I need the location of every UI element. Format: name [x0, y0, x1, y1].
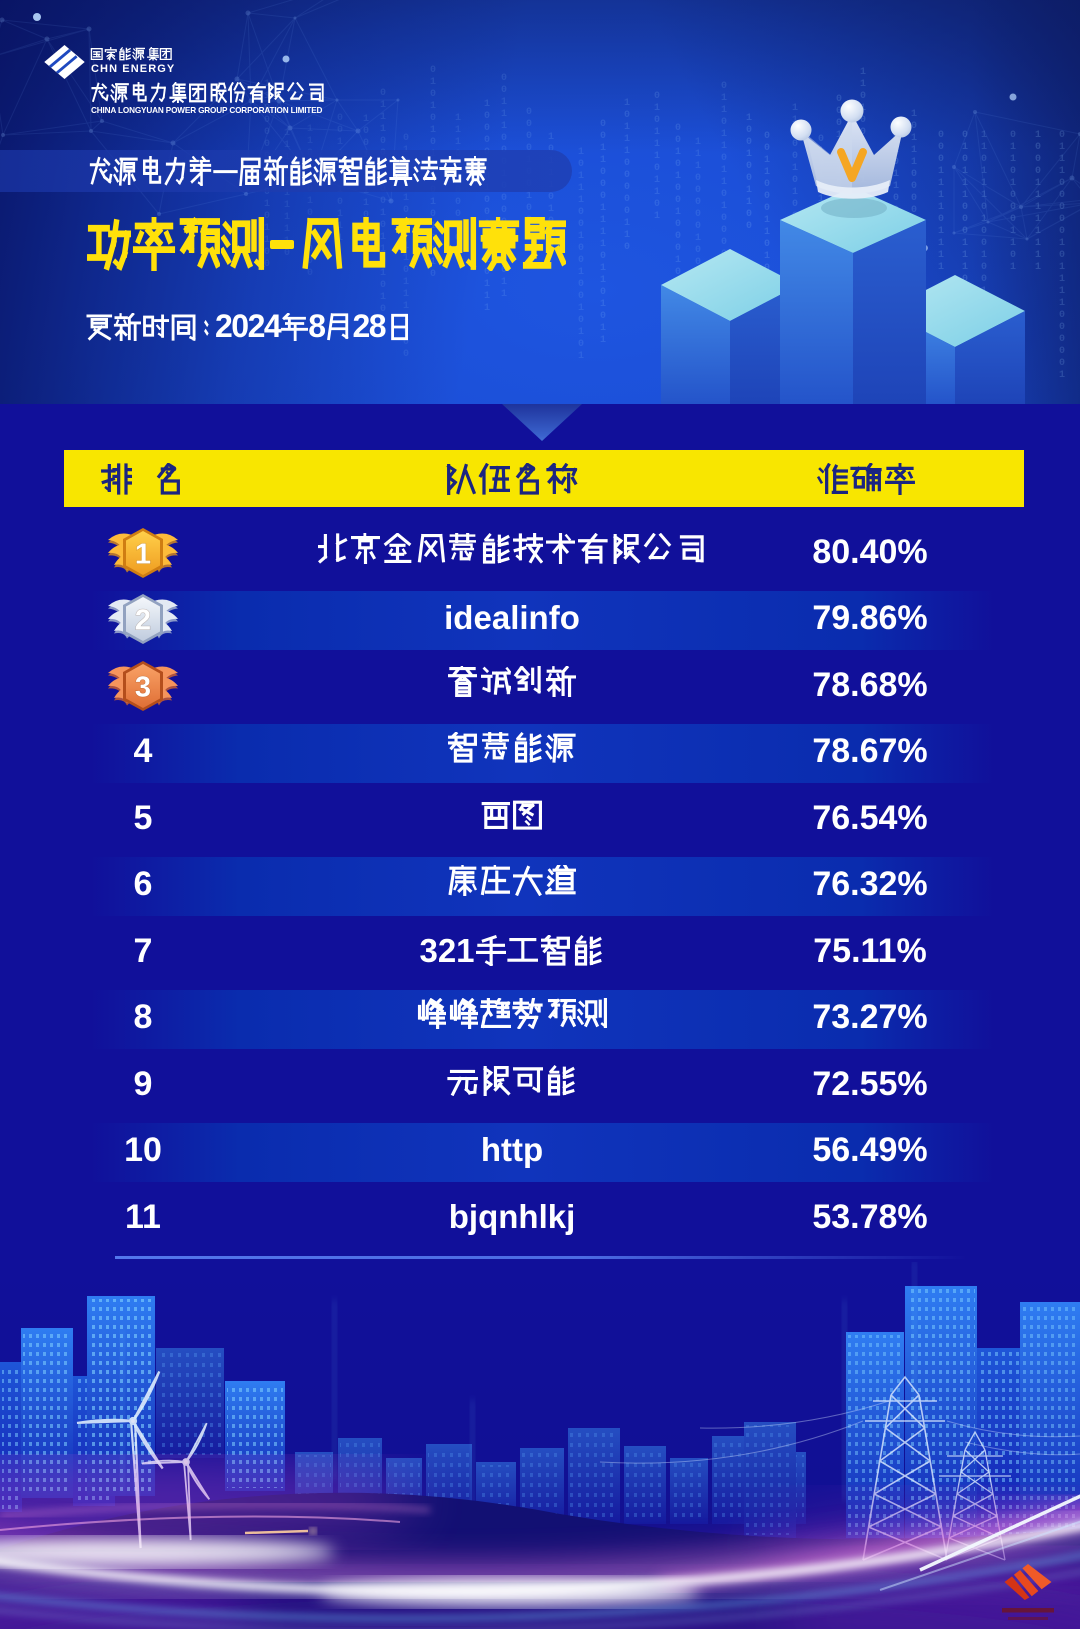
svg-text:1: 1 — [135, 538, 151, 570]
svg-text:3: 3 — [135, 671, 151, 703]
svg-text:2: 2 — [135, 605, 151, 637]
